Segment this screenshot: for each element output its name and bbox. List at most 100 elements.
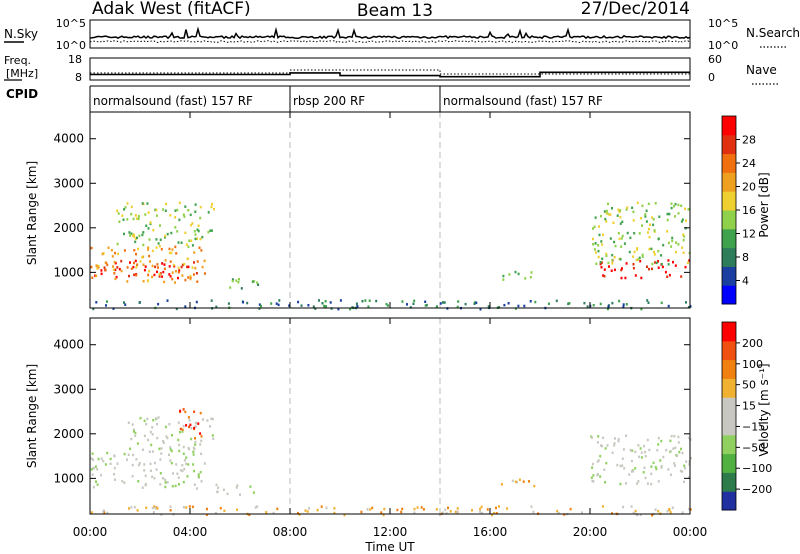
power-colorbar-label: Power [dB] [757,172,771,237]
velocity-echo-cell [646,438,649,442]
power-echo-cell [142,263,145,266]
power-echo-cell [126,266,129,269]
velocity-echo-cell [396,508,399,512]
power-echo-cell [674,250,677,254]
power-echo-cell [312,305,315,308]
velocity-echo-cell [613,444,616,447]
velocity-echo-cell [211,434,214,437]
velocity-echo-cell [143,419,146,423]
power-echo-cell [196,237,199,240]
velocity-echo-cell [222,488,225,491]
velocity-echo-cell [679,469,682,473]
velocity-echo-cell [137,463,140,467]
velocity-echo-cell [416,506,419,509]
velocity-echo-cell [219,507,222,510]
velocity-echo-cell [688,507,691,511]
power-echo-cell [149,221,152,224]
power-echo-cell [613,268,616,272]
velocity-echo-cell [596,441,599,444]
power-echo-cell [135,217,138,220]
power-echo-cell [187,265,190,269]
power-echo-cell [606,307,609,311]
power-echo-cell [666,218,669,222]
power-echo-cell [123,208,126,211]
velocity-echo-cell [182,445,185,449]
power-echo-cell [324,300,327,303]
velocity-echo-cell [669,450,672,453]
power-echo-cell [367,305,370,308]
power-echo-cell [275,302,278,305]
velocity-echo-cell [123,452,126,456]
velocity-echo-cell [678,450,681,454]
velocity-echo-cell [650,465,653,468]
power-echo-cell [364,299,367,302]
freq-left-tick-bottom: 8 [75,71,82,84]
power-echo-cell [652,223,655,227]
velocity-echo-cell [673,462,676,465]
power-echo-cell [622,303,625,306]
power-echo-cell [631,206,634,209]
velocity-echo-cell [189,423,192,427]
power-echo-cell [648,267,650,271]
power-echo-cell [641,255,644,258]
velocity-echo-cell [157,416,160,419]
velocity-echo-cell [133,505,136,509]
power-echo-cell [330,307,333,310]
power-echo-cell [514,307,517,310]
power-echo-cell [300,304,303,307]
velocity-echo-cell [596,460,599,463]
power-echo-cell [323,304,326,308]
velocity-echo-cell [199,470,202,474]
velocity-echo-cell [631,449,634,452]
velocity-echo-cell [447,506,449,510]
power-echo-cell [648,247,651,251]
power-echo-cell [640,276,643,280]
power-echo-cell [600,266,603,269]
power-echo-cell [479,308,482,311]
power-echo-cell [595,262,598,265]
power-echo-cell [237,281,240,284]
power-echo-cell [177,271,180,274]
power-echo-cell [181,263,184,267]
power-echo-cell [92,307,95,311]
power-echo-cell [605,209,608,213]
power-echo-cell [123,232,125,236]
power-echo-cell [443,301,446,304]
power-echo-cell [666,275,669,278]
power-echo-cell [649,223,651,226]
power-echo-cell [613,255,616,259]
xaxis-label: Time UT [364,540,415,554]
velocity-echo-cell [93,466,95,470]
velocity-echo-cell [172,472,174,475]
power-echo-cell [424,304,427,307]
velocity-echo-cell [602,436,605,440]
power-echo-cell [169,214,172,217]
velocity-echo-cell [206,507,208,511]
velocity-echo-cell [153,477,156,480]
xtick-label: 16:00 [473,525,508,539]
power-echo-cell [149,222,152,226]
power-colorbar-segment [722,210,736,230]
velocity-echo-cell [190,437,193,441]
power-echo-cell [671,236,674,240]
power-echo-cell [655,261,658,265]
power-ytick-label: 2000 [53,221,84,235]
power-echo-cell [604,217,607,221]
velocity-echo-cell [134,434,137,438]
power-echo-cell [199,237,202,241]
velocity-colorbar-segment [722,397,736,417]
velocity-echo-cell [621,464,624,467]
velocity-echo-cell [569,507,572,511]
power-echo-cell [174,209,177,212]
power-echo-cell [117,252,120,256]
power-echo-cell [164,234,167,238]
noise-panel: N.Sky 10^5 10^0 10^5 10^0 N.Search [4,17,800,52]
power-echo-cell [184,231,187,235]
power-echo-cell [608,213,611,216]
power-echo-cell [681,246,684,249]
power-echo-cell [439,302,442,305]
power-echo-cell [593,225,596,229]
velocity-echo-cell [151,506,154,510]
velocity-echo-cell [617,439,620,443]
power-echo-cell [177,266,180,270]
